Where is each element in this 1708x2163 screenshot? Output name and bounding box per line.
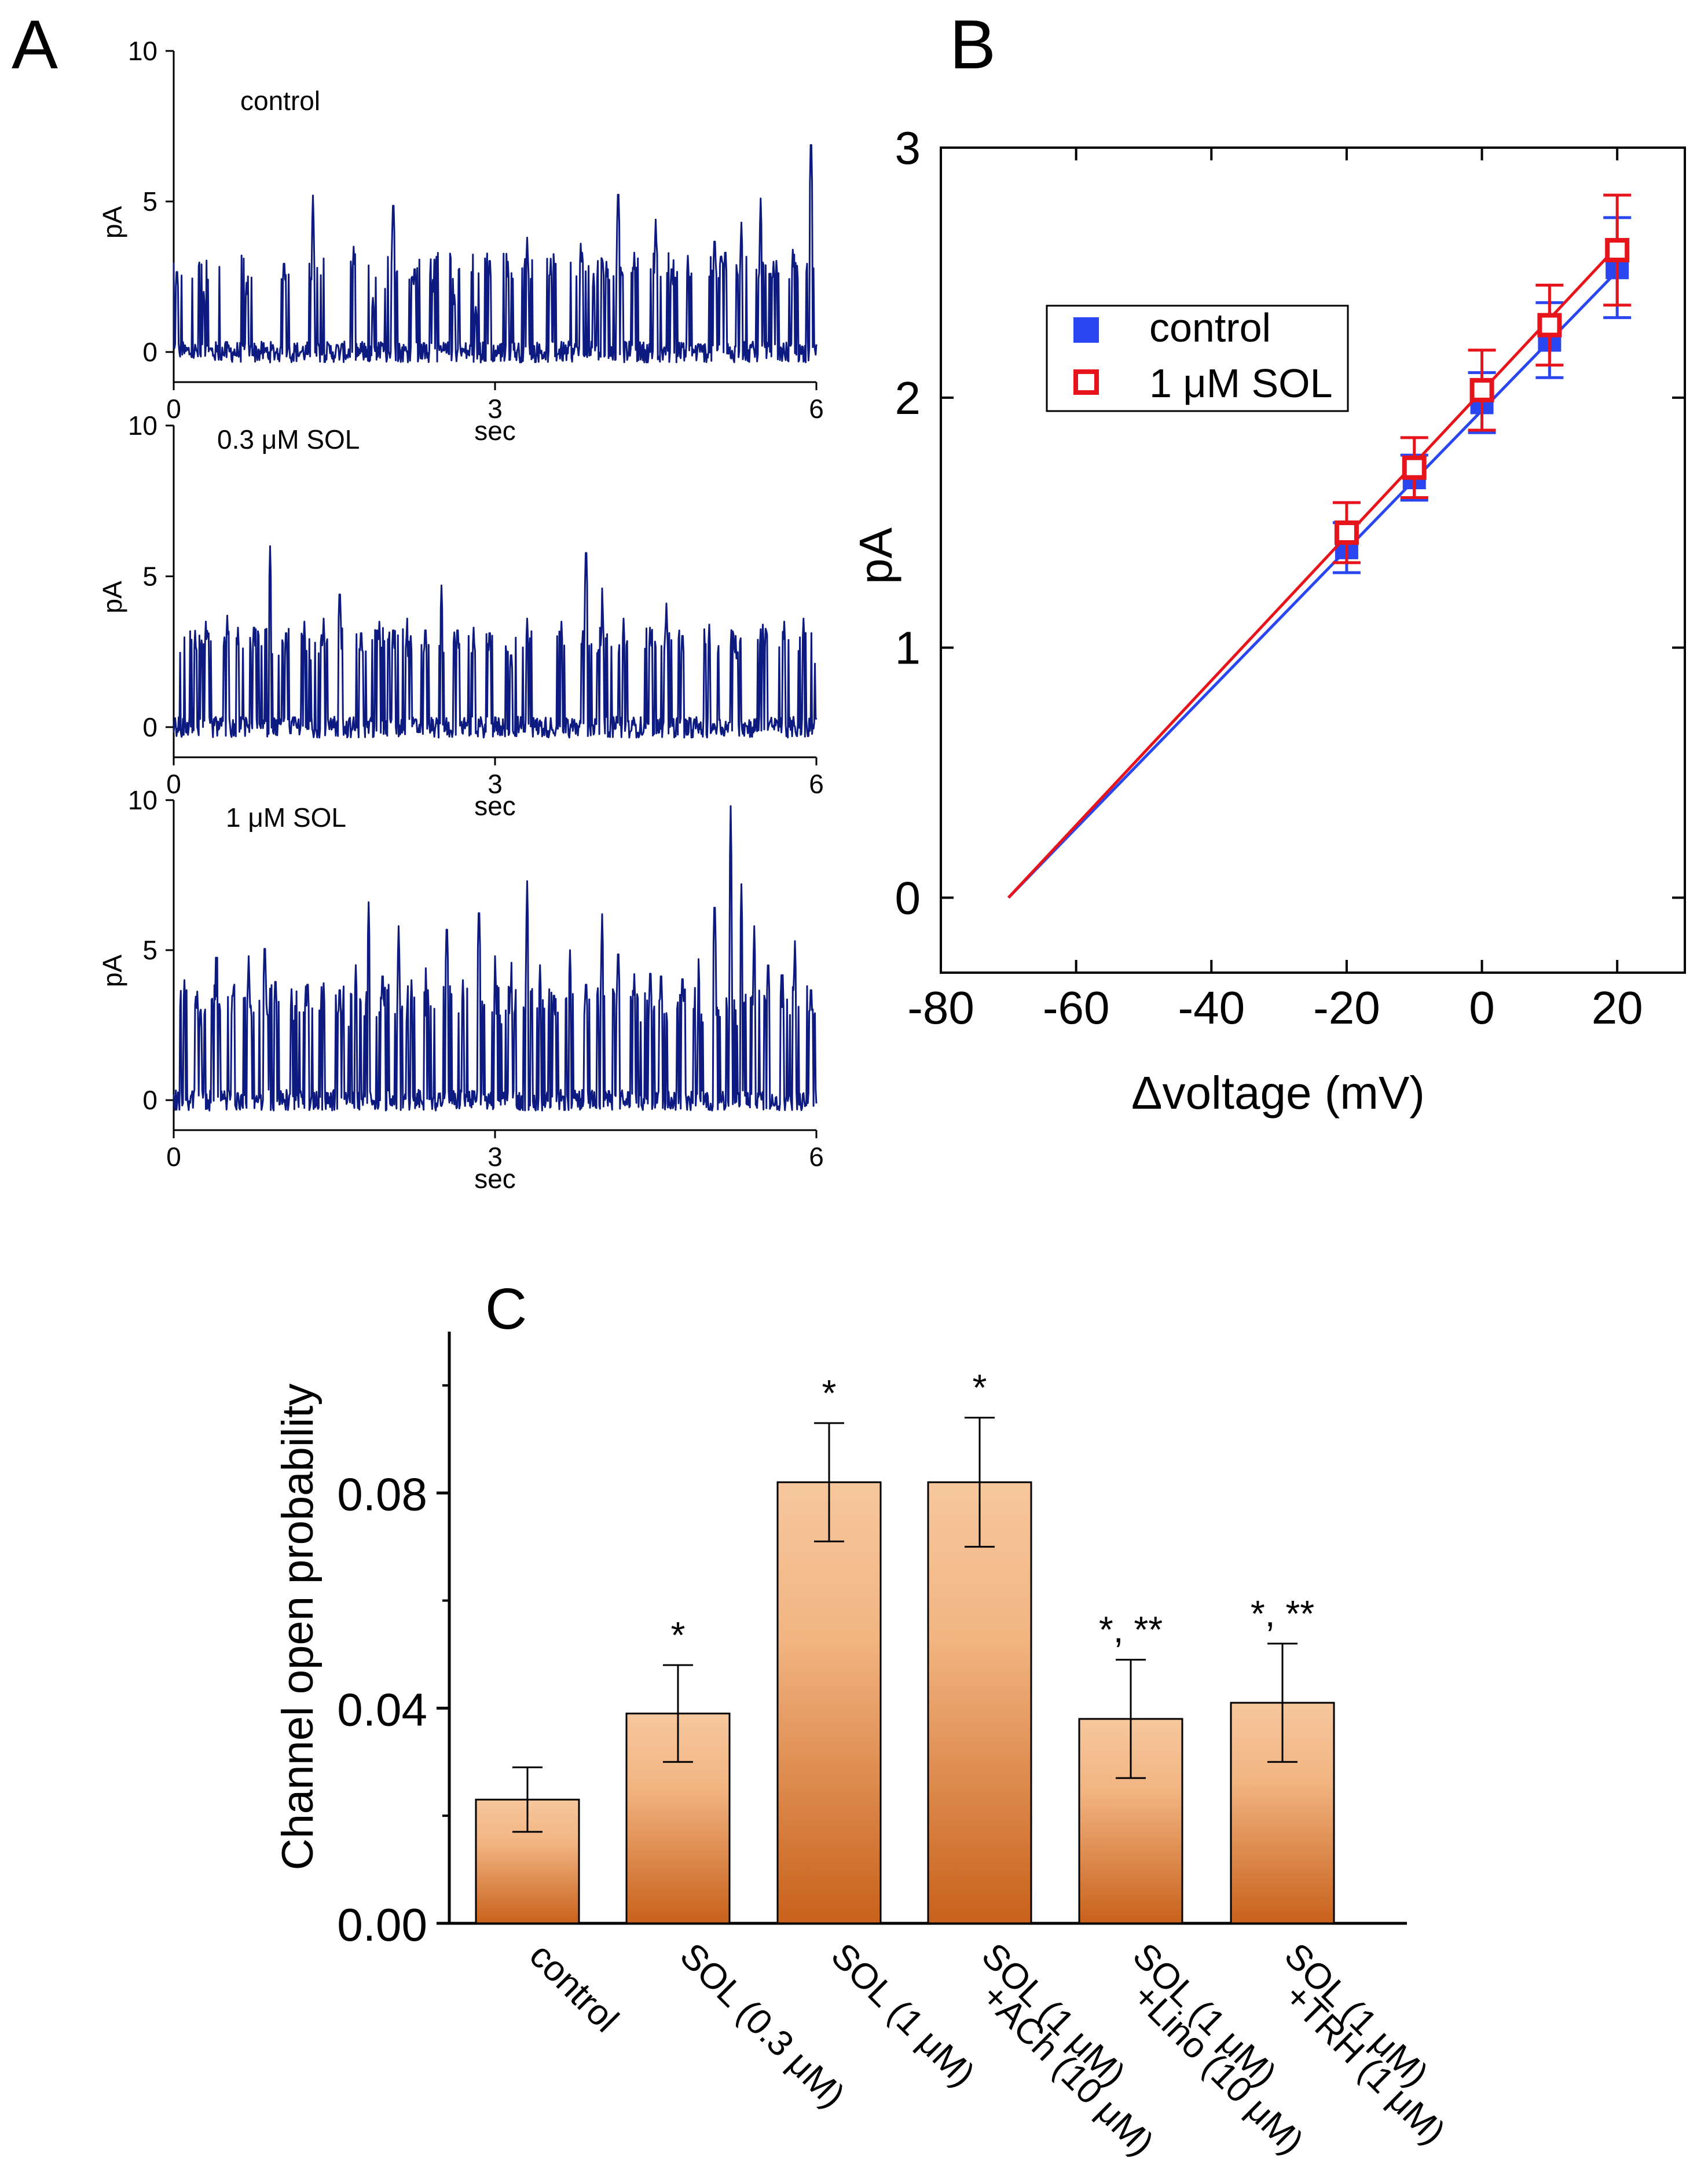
x-tick-label: 6 [809,1142,824,1172]
x-tick-label: 3 [488,1142,503,1172]
legend-label-sol: 1 μM SOL [1149,361,1333,406]
legend: control 1 μM SOL [1046,305,1349,412]
legend-marker-control [1073,317,1099,343]
x-tick-label: 6 [809,394,824,424]
trace-label: 1 μM SOL [226,802,346,833]
x-tick-label: -80 [907,982,974,1033]
x-tick-label: 3 [488,769,503,799]
x-tick-label: 0 [1469,982,1495,1033]
y-tick-label: 0.08 [337,1469,427,1520]
bar-group: control [475,1766,626,2040]
legend-marker-sol [1073,369,1099,395]
category-label: control [522,1935,626,2040]
y-tick-label: 1 [895,622,921,674]
bar [927,1481,1032,1924]
x-axis-label: sec [474,1164,516,1194]
significance-label: * [671,1614,686,1656]
y-tick-label: 10 [128,410,157,441]
significance-label: * [973,1367,987,1409]
y-tick-label: 0.04 [337,1684,427,1735]
x-axis-label: sec [474,791,516,821]
trace-panel-2: 0 5 10 0 3 6 sec pA 0.3 μM SOL [97,410,824,821]
x-axis-label: sec [474,416,516,446]
plot-frame [940,146,1686,974]
trace-label: 0.3 μM SOL [217,424,360,454]
y-tick-label: 0.00 [337,1899,427,1951]
x-tick-label: -40 [1178,982,1245,1033]
data-point [1469,377,1494,402]
series-sol [1007,193,1632,899]
panel-label-b: B [950,6,996,83]
y-tick-label: 3 [895,122,921,174]
x-tick-label: -20 [1313,982,1380,1033]
panel-c-bar-chart: 0.00 0.04 0.08 Channel open probability cont… [273,1332,1453,2163]
y-tick-label: 5 [142,186,157,217]
x-tick-label: 0 [166,1142,181,1172]
y-axis-label: pA [97,206,127,239]
significance-label: *, ** [1251,1593,1314,1634]
data-point [1537,313,1562,338]
x-tick-label: 0 [166,394,181,424]
panel-label-c: C [485,1277,527,1341]
y-axis-label: Channel open probability [273,1384,322,1871]
y-tick-label: 5 [142,561,157,591]
panel-label-a: A [12,6,58,83]
trace-panel-1: 0 5 10 0 3 6 sec pA control [97,36,824,446]
y-tick-label: 0 [895,872,921,923]
fit-line [1007,249,1615,899]
panel-a-traces: 0 5 10 0 3 6 sec pA control 0 5 10 0 3 6 sec pA 0.3 μM SO… [97,36,824,1194]
x-tick-label: 20 [1592,982,1643,1033]
current-trace [173,805,818,1112]
bar [776,1481,882,1924]
y-tick-label: 10 [128,785,157,815]
current-trace [173,144,818,364]
y-tick-label: 0 [142,1085,157,1115]
x-tick-label: 0 [166,769,181,799]
category-label: SOL (1 μM) [823,1935,983,2095]
y-tick-label: 0 [142,337,157,367]
y-axis-label: pA [97,955,127,988]
x-tick-label: -60 [1043,982,1110,1033]
data-point [1402,455,1427,480]
panel-b-iv-plot: -80 -60 -40 -20 0 20 0 1 2 3 Δvoltage (mV) pA contro… [850,122,1686,1119]
y-axis-label: pA [97,581,127,614]
x-axis-label: Δvoltage (mV) [1131,1067,1425,1119]
y-axis-label: pA [850,527,901,584]
x-tick-label: 6 [809,769,824,799]
significance-label: * [822,1372,837,1414]
legend-label-control: control [1149,305,1271,350]
trace-panel-3: 0 5 10 0 3 6 sec pA 1 μM SOL [97,785,824,1194]
y-tick-label: 2 [895,372,921,424]
fit-line [1007,266,1622,899]
y-tick-label: 0 [142,712,157,742]
x-tick-label: 3 [488,394,503,424]
current-trace [173,545,818,739]
y-tick-label: 5 [142,935,157,965]
y-tick-label: 10 [128,36,157,66]
trace-label: control [240,86,320,116]
significance-label: *, ** [1099,1609,1163,1651]
data-point [1605,238,1630,263]
data-point [1334,520,1359,545]
